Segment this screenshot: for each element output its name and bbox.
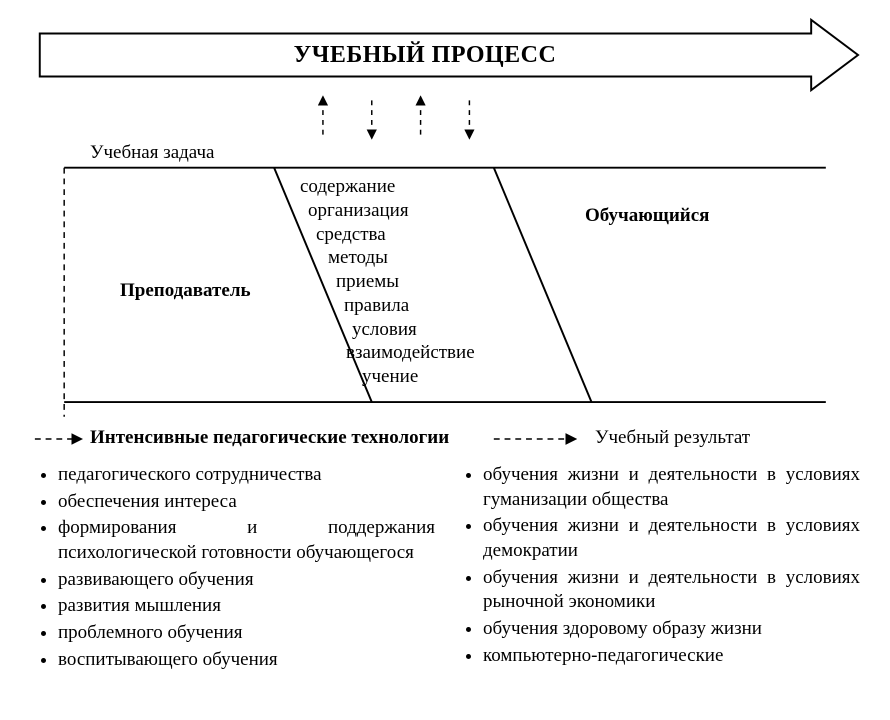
task-label: Учебная задача: [90, 142, 214, 164]
center-item: учение: [300, 365, 475, 389]
bullet-item: компьютерно-педагогические: [483, 644, 860, 669]
bullet-item: развития мышления: [58, 594, 435, 619]
bullet-item: обучения здоровому образу жизни: [483, 617, 860, 642]
learner-label: Обучающийся: [585, 205, 709, 227]
flow-right-label: Учебный результат: [595, 427, 750, 449]
flow-left-label: Интенсивные педагогические технологии: [90, 427, 449, 449]
bullet-item: проблемного обучения: [58, 621, 435, 646]
center-item: взаимодействие: [300, 341, 475, 365]
bullet-item: обучения жизни и деятельности в условиях…: [483, 514, 860, 563]
bullets-left: педагогического сотрудничества обеспечен…: [30, 463, 435, 675]
center-item: методы: [300, 246, 475, 270]
bullet-item: обеспечения интереса: [58, 490, 435, 515]
teacher-label: Преподаватель: [120, 280, 251, 302]
dashed-connectors: [30, 95, 860, 140]
bullet-item: развивающего обучения: [58, 568, 435, 593]
flow-row: Интенсивные педагогические технологии Уч…: [30, 425, 860, 453]
center-item: условия: [300, 318, 475, 342]
bullet-item: воспитывающего обучения: [58, 648, 435, 673]
center-item: организация: [300, 199, 475, 223]
process-arrow: УЧЕБНЫЙ ПРОЦЕСС: [30, 15, 860, 95]
bullet-item: педагогического сотрудничества: [58, 463, 435, 488]
center-item: средства: [300, 223, 475, 247]
bullets-columns: педагогического сотрудничества обеспечен…: [30, 463, 860, 675]
process-title: УЧЕБНЫЙ ПРОЦЕСС: [30, 15, 820, 95]
bullet-item: обучения жизни и деятельности в условиях…: [483, 566, 860, 615]
bullets-right: обучения жизни и деятельности в условиях…: [455, 463, 860, 675]
center-item: содержание: [300, 175, 475, 199]
parallelogram-diagram: Учебная задача Преподаватель Обучающийся…: [30, 140, 860, 420]
center-item: приемы: [300, 270, 475, 294]
center-item: правила: [300, 294, 475, 318]
center-items-list: содержание организация средства методы п…: [300, 175, 475, 389]
bullet-item: обучения жизни и деятельности в условиях…: [483, 463, 860, 512]
bullet-item: формирования и поддержания психологическ…: [58, 516, 435, 565]
